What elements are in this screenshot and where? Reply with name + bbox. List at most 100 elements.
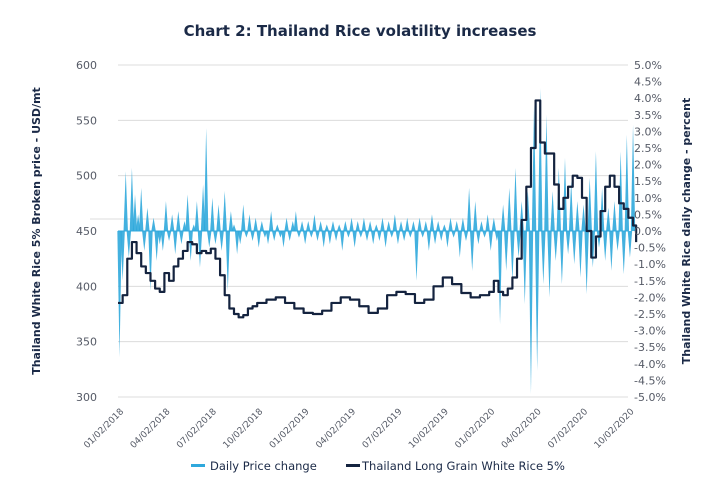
daily-change-bar [572, 231, 577, 265]
left-axis-label: Thailand White Rice 5% Broken price - US… [30, 87, 43, 375]
daily-change-bar [522, 231, 527, 305]
daily-change-bar [219, 231, 224, 251]
legend: Daily Price change Thailand Long Grain W… [191, 459, 565, 473]
daily-change-bars [117, 88, 636, 394]
right-tick-label: 0.5% [634, 208, 662, 221]
daily-change-bar [516, 231, 521, 258]
daily-change-bar [222, 191, 227, 231]
daily-change-bar [185, 194, 190, 231]
daily-change-bar [216, 204, 221, 231]
daily-change-bar [188, 231, 193, 261]
daily-change-bar [445, 231, 450, 248]
daily-change-bar [630, 124, 636, 231]
x-axis-ticks: 01/02/2018 04/02/2018 07/02/2018 10/02/2018… [82, 407, 636, 451]
daily-change-bar [284, 217, 289, 231]
left-tick-label: 450 [76, 225, 97, 238]
daily-change-bar [606, 207, 611, 231]
left-tick-label: 300 [76, 391, 97, 404]
daily-change-bar [439, 231, 444, 241]
daily-change-bar [117, 231, 122, 358]
daily-change-bar [293, 211, 299, 231]
right-axis-ticks: 5.0% 4.5% 4.0% 3.5% 3.0% 2.5% 2.0% 1.5% 1.0% 0.5%… [634, 59, 666, 404]
daily-change-bar [213, 231, 218, 245]
daily-change-bar [120, 231, 125, 281]
daily-change-bar [429, 214, 435, 231]
daily-change-bar [349, 217, 354, 231]
daily-change-bar [510, 231, 515, 281]
daily-change-bar [476, 231, 481, 245]
daily-change-bar [420, 231, 425, 238]
daily-change-bar [568, 181, 574, 231]
daily-change-bar [343, 221, 348, 231]
left-axis-ticks: 600 550 500 450 400 350 300 [76, 59, 97, 404]
daily-change-bar [497, 231, 503, 324]
right-tick-label: -4.0% [634, 358, 666, 371]
daily-change-bar [148, 231, 153, 291]
right-tick-label: 1.0% [634, 192, 662, 205]
daily-change-bar [466, 187, 472, 231]
daily-change-bar [550, 191, 555, 231]
daily-change-bar [241, 204, 246, 231]
daily-change-bar [352, 231, 357, 248]
daily-change-bar [451, 231, 456, 238]
daily-change-bar [139, 187, 144, 231]
daily-change-bar [578, 231, 583, 278]
right-tick-label: 0.0% [634, 225, 662, 238]
daily-change-bar [618, 151, 623, 231]
daily-change-bar [491, 217, 497, 231]
left-tick-label: 400 [76, 280, 97, 293]
daily-change-bar [504, 231, 509, 271]
daily-change-bar [256, 231, 261, 248]
right-tick-label: -1.0% [634, 258, 666, 271]
daily-change-bar [361, 217, 367, 231]
daily-change-bar [593, 151, 599, 231]
x-tick-label: 07/02/2019 [361, 407, 405, 451]
daily-change-bar [389, 231, 394, 238]
daily-change-bar [500, 204, 506, 231]
daily-change-bar [253, 217, 258, 231]
daily-change-bar [330, 221, 336, 231]
daily-change-bar [194, 201, 200, 231]
daily-change-bar [581, 204, 586, 231]
left-tick-label: 550 [76, 114, 97, 127]
daily-change-bar [272, 231, 277, 241]
daily-change-bar [197, 231, 203, 268]
daily-change-bar [383, 231, 388, 248]
daily-change-bar [565, 231, 571, 255]
right-tick-label: -2.0% [634, 291, 666, 304]
price-line [118, 99, 638, 319]
right-tick-label: 4.5% [634, 76, 662, 89]
daily-change-bar [364, 231, 370, 241]
daily-change-bar [519, 201, 524, 231]
daily-change-bar [411, 221, 416, 231]
x-tick-label: 01/02/2019 [268, 407, 312, 451]
legend-swatch-daily-change [191, 464, 205, 467]
right-tick-label: 3.0% [634, 125, 662, 138]
daily-change-bar [247, 214, 252, 231]
daily-change-bar [132, 194, 138, 231]
daily-change-bar [562, 157, 568, 231]
daily-change-bar [333, 231, 339, 241]
daily-change-bar [463, 231, 469, 241]
daily-change-bar [340, 231, 345, 251]
daily-change-bar [278, 231, 283, 238]
daily-change-bar [290, 221, 295, 231]
right-tick-label: 2.0% [634, 159, 662, 172]
daily-change-bar [250, 231, 255, 241]
daily-change-bar [129, 167, 135, 231]
daily-change-bar [262, 231, 268, 238]
daily-change-bar [538, 88, 543, 232]
right-tick-label: 4.0% [634, 92, 662, 105]
daily-change-bar [377, 231, 382, 241]
daily-change-bar [259, 221, 265, 231]
right-tick-label: -3.5% [634, 341, 666, 354]
daily-change-bar [488, 231, 493, 251]
daily-change-bar [575, 201, 580, 231]
daily-change-bar [541, 231, 546, 285]
right-tick-label: -5.0% [634, 391, 666, 404]
daily-change-bar [296, 231, 302, 238]
daily-change-bar [482, 231, 487, 238]
right-tick-label: -4.5% [634, 374, 666, 387]
daily-change-bar [584, 231, 589, 295]
x-tick-label: 04/02/2020 [500, 407, 544, 451]
